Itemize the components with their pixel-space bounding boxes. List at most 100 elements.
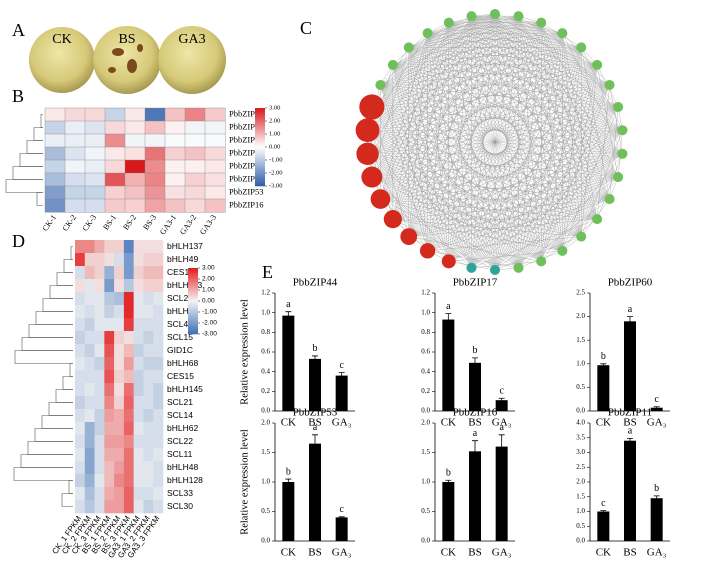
heat-cell <box>184 185 206 200</box>
edge <box>541 22 582 237</box>
edge <box>427 33 598 66</box>
edge <box>371 176 582 237</box>
edge <box>408 16 472 237</box>
edge <box>392 64 619 108</box>
heat-cell <box>204 185 226 200</box>
heat-cell <box>104 279 115 293</box>
heat-cell <box>153 292 164 306</box>
edge <box>541 218 598 262</box>
bar <box>469 451 481 541</box>
heat-cell <box>124 172 146 187</box>
heat-cell <box>153 422 164 436</box>
edge <box>392 106 619 220</box>
edge <box>427 33 623 154</box>
y-tick-label: 0.5 <box>421 507 430 515</box>
heat-cell <box>123 409 134 423</box>
colorbar-step <box>255 129 265 132</box>
dendrogram <box>63 259 73 273</box>
error-bar <box>472 440 478 462</box>
heat-cell <box>114 331 125 345</box>
x-tick-label: GA₃ <box>492 547 512 559</box>
row-label: bHLH113 <box>167 280 203 290</box>
heat-cell <box>64 107 86 122</box>
edge <box>380 84 428 251</box>
photo-label: BS <box>118 32 135 47</box>
colorbar-step <box>255 184 265 187</box>
heat-cell <box>44 172 66 187</box>
edge <box>596 153 623 220</box>
y-tick-label: 1.0 <box>421 478 430 486</box>
heat-cell <box>123 448 134 462</box>
edge <box>448 16 472 262</box>
bar <box>282 482 295 541</box>
dendrogram <box>62 376 73 390</box>
column-label: BS-1 <box>101 213 118 232</box>
edge <box>392 64 623 131</box>
heat-cell <box>104 133 126 148</box>
y-tick-label: 0.0 <box>261 537 270 545</box>
heat-cell <box>75 474 86 488</box>
chart-title: PbbZIP53 <box>293 407 338 419</box>
colorbar-step <box>188 286 198 289</box>
heat-cell <box>184 120 206 135</box>
colorbar-step <box>255 119 265 122</box>
colorbar-label: -2.00 <box>269 169 283 176</box>
edge <box>494 47 582 271</box>
edge <box>427 16 472 251</box>
heat-cell <box>164 172 186 187</box>
node <box>592 59 603 70</box>
y-tick-label: 0.4 <box>261 367 270 375</box>
heat-cell <box>123 266 134 280</box>
heat-cell <box>143 383 154 397</box>
colorbar-step <box>188 291 198 294</box>
heat-cell <box>143 253 154 267</box>
edge <box>380 84 623 154</box>
heat-cell <box>144 107 166 122</box>
bar <box>495 400 508 411</box>
edge <box>380 33 428 200</box>
edge <box>427 33 449 262</box>
heat-cell <box>133 331 144 345</box>
heat-cell <box>164 107 186 122</box>
heat-cell <box>104 409 115 423</box>
edge <box>367 153 619 178</box>
edge <box>392 64 496 271</box>
x-tick-label: BS <box>623 417 636 429</box>
x-tick-label: BS <box>308 547 321 559</box>
y-tick-label: 0.6 <box>261 348 270 356</box>
y-tick-label: 1.0 <box>576 507 585 515</box>
heat-cell <box>64 133 86 148</box>
heat-cell <box>114 318 125 332</box>
heat-cell <box>75 435 86 449</box>
edge <box>562 33 610 86</box>
heat-cell <box>114 422 125 436</box>
heat-cell <box>123 435 134 449</box>
heat-cell <box>104 266 115 280</box>
edge <box>380 22 449 200</box>
heat-cell <box>133 318 144 332</box>
heat-cell <box>114 305 125 319</box>
heat-cell <box>143 500 154 514</box>
colorbar-step <box>188 299 198 302</box>
y-tick-label: 0.0 <box>576 537 585 545</box>
heat-cell <box>153 448 164 462</box>
chart-title: PbbZIP60 <box>608 277 653 289</box>
edge <box>408 47 496 271</box>
edge <box>427 33 610 200</box>
edge <box>408 33 428 237</box>
edge <box>427 33 619 178</box>
node <box>422 28 433 39</box>
node <box>387 59 398 70</box>
edge <box>408 47 610 200</box>
edge <box>427 33 496 271</box>
edge <box>367 130 619 178</box>
heat-cell <box>144 120 166 135</box>
edge <box>380 84 619 178</box>
edge <box>471 16 619 178</box>
heat-cell <box>64 120 86 135</box>
colorbar-step <box>255 152 265 156</box>
heat-cell <box>84 422 95 436</box>
network <box>355 9 628 275</box>
node <box>617 125 628 136</box>
edge <box>562 106 619 251</box>
